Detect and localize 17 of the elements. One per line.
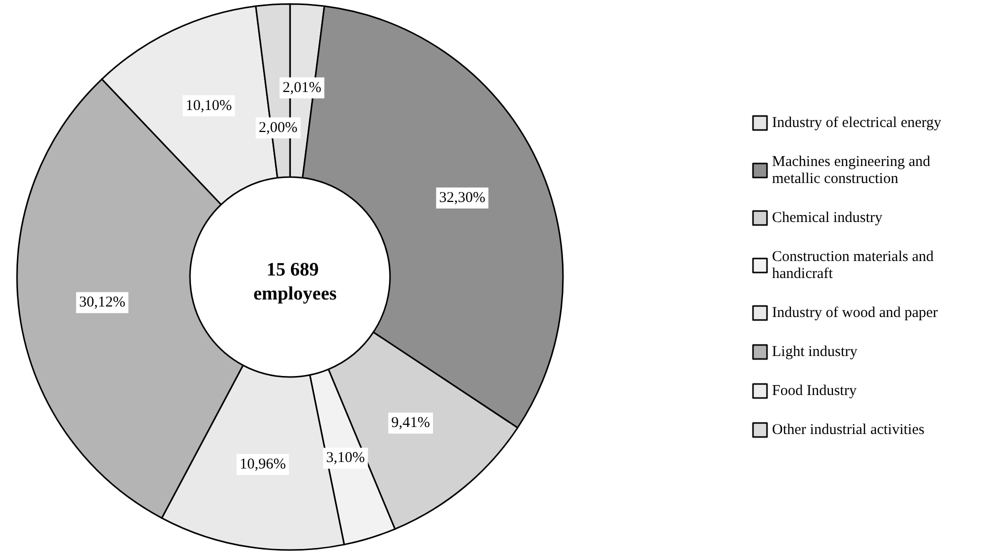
text: 15 689 employees bbox=[253, 260, 337, 304]
data-label: 2,01% bbox=[282, 80, 322, 96]
data-label: 10,10% bbox=[186, 98, 232, 114]
legend-label: Light industry bbox=[772, 344, 858, 360]
legend-label: Industry of electrical energy bbox=[772, 115, 942, 131]
legend-label: Industry of wood and paper bbox=[772, 305, 938, 321]
legend-label: Other industrial activities bbox=[772, 422, 925, 438]
legend-label: Construction materials and handicraft bbox=[772, 249, 938, 282]
legend-label: Machines engineering and metallic construction bbox=[772, 154, 934, 187]
data-label: 30,12% bbox=[79, 294, 126, 311]
data-label: 32,30% bbox=[439, 190, 486, 206]
data-label: 10,96% bbox=[240, 456, 286, 473]
data-label: 2,00% bbox=[258, 120, 298, 136]
data-label: 3,10% bbox=[326, 450, 365, 466]
legend-label: Chemical industry bbox=[772, 210, 883, 226]
data-label: 9,41% bbox=[391, 415, 430, 432]
legend-label: Food Industry bbox=[772, 383, 858, 399]
